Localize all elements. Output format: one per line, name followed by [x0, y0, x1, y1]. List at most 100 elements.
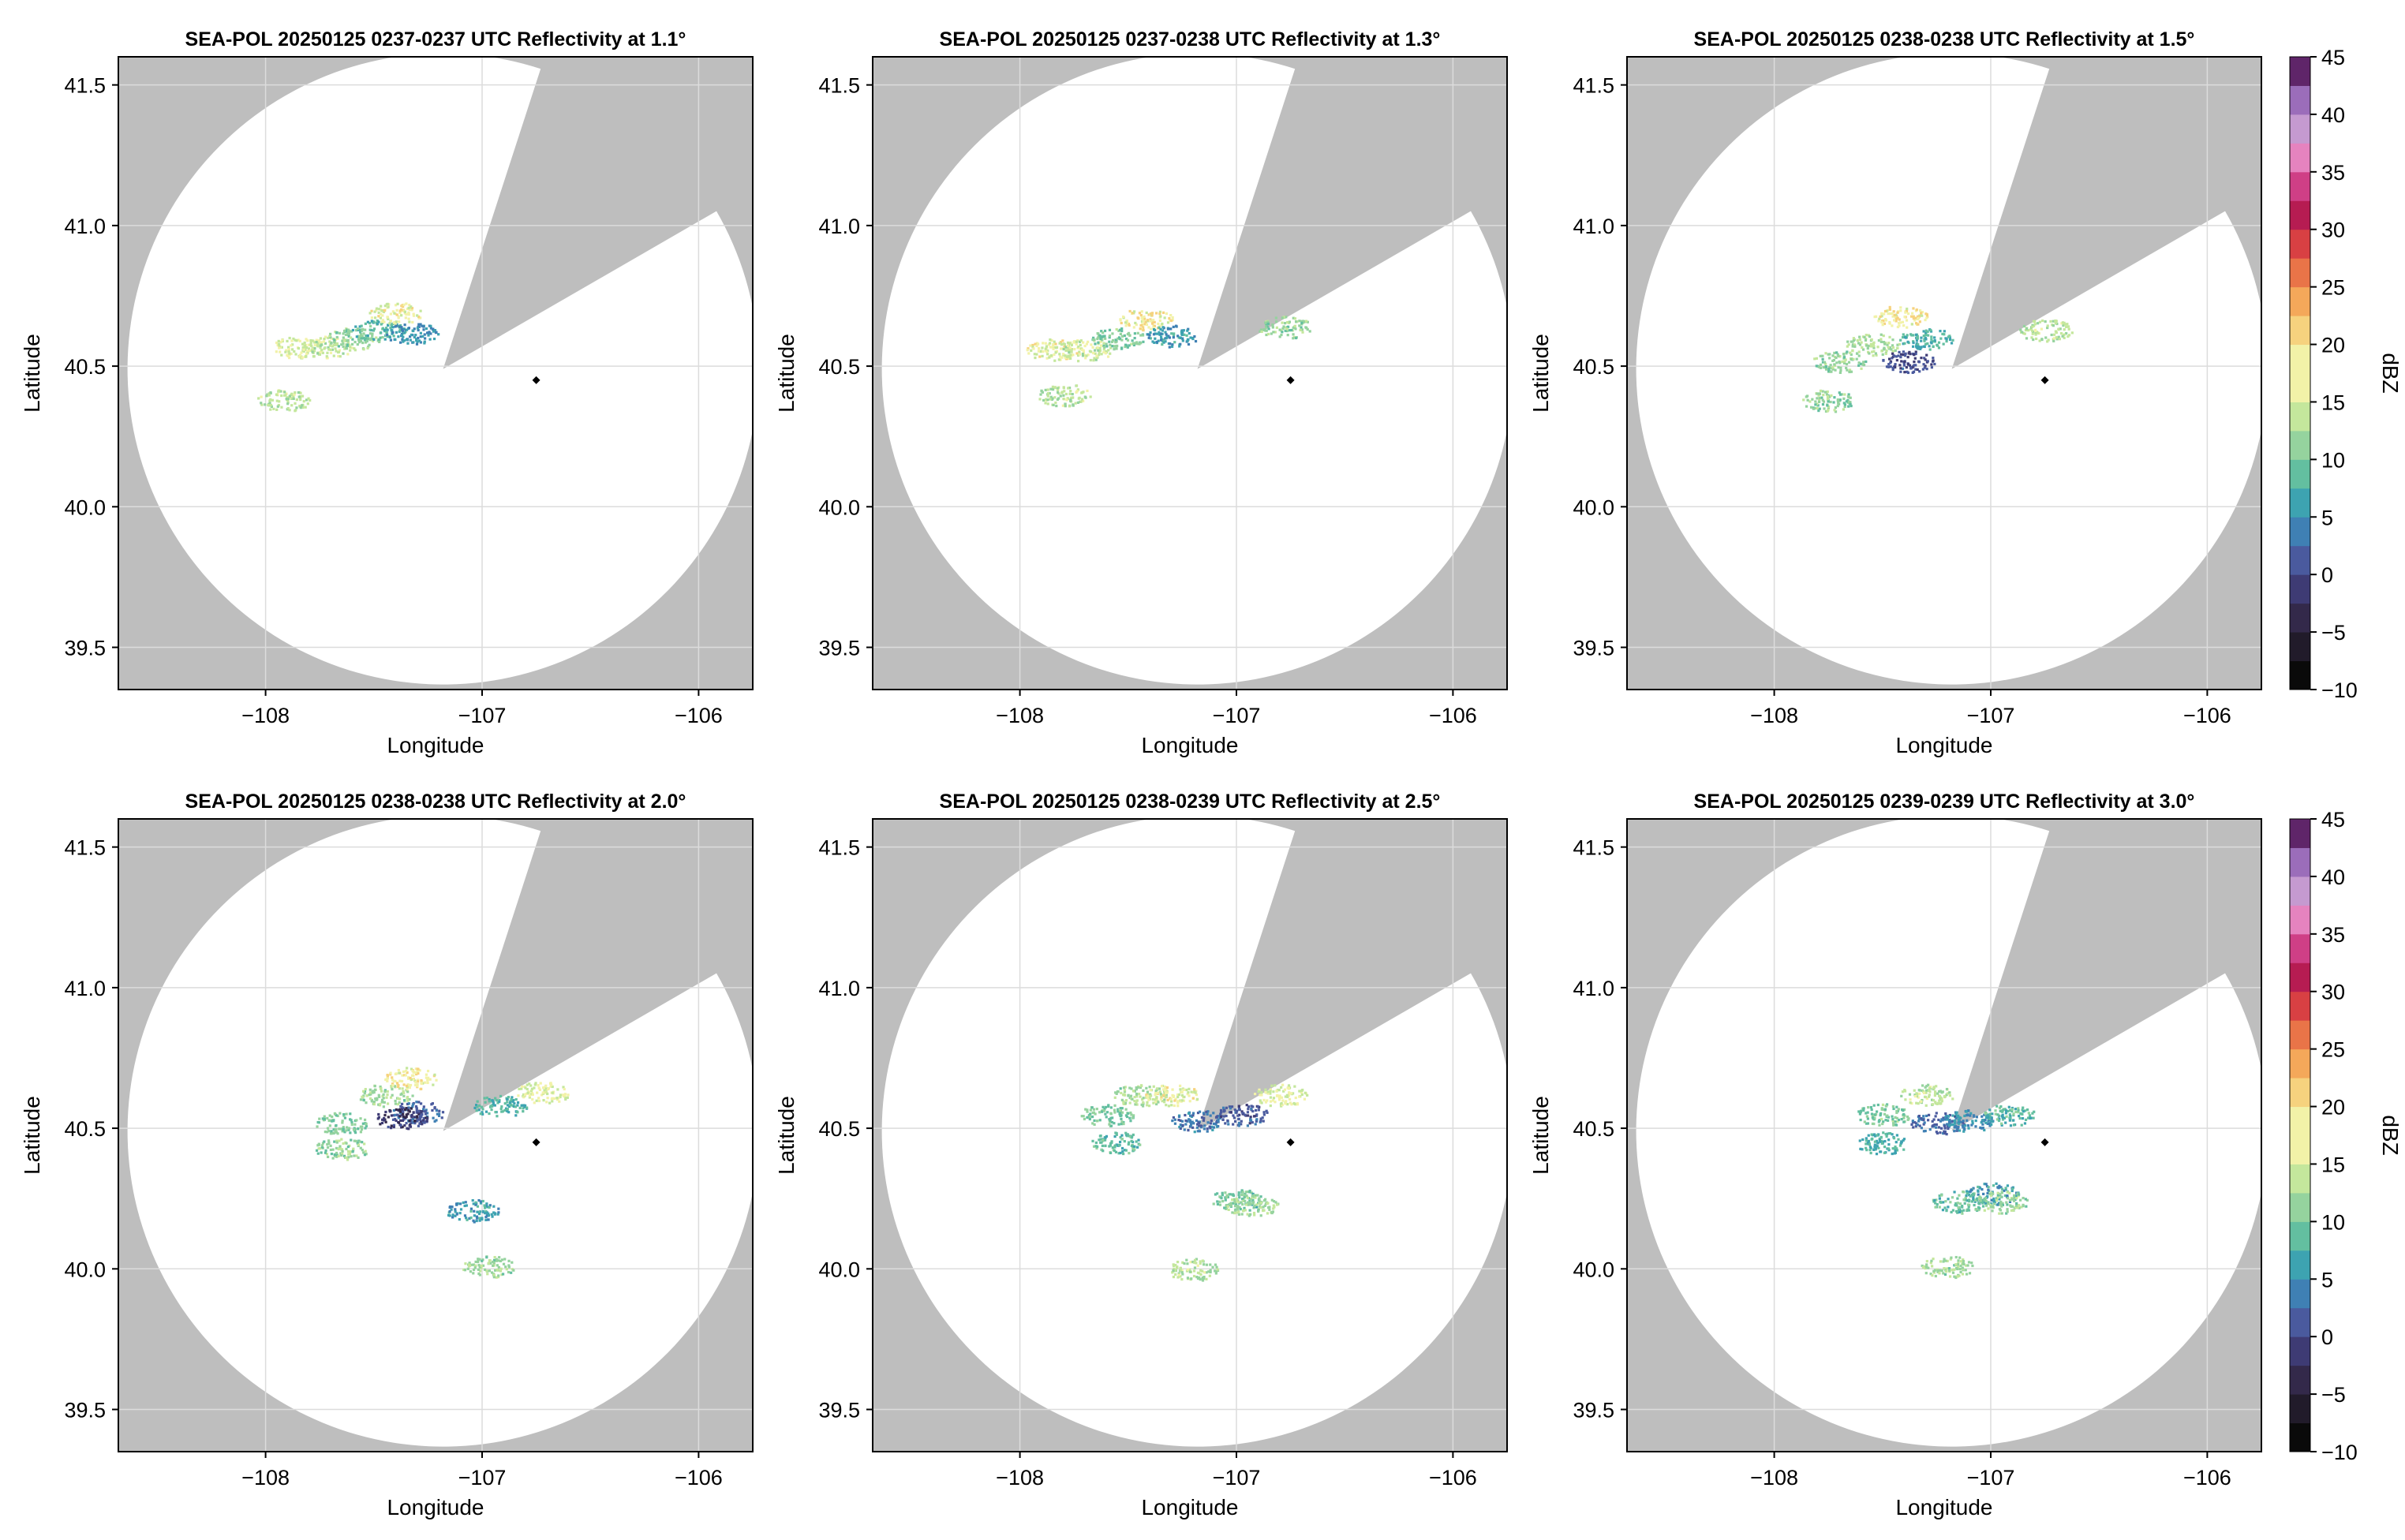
echo-pixel — [354, 325, 357, 328]
echo-pixel — [1951, 1123, 1954, 1127]
echo-pixel — [1887, 1149, 1891, 1152]
echo-pixel — [419, 1119, 422, 1123]
echo-pixel — [410, 333, 413, 337]
echo-pixel — [1105, 1116, 1108, 1119]
echo-pixel — [1160, 1094, 1163, 1098]
echo-pixel — [473, 1266, 477, 1269]
echo-pixel — [1847, 361, 1851, 364]
echo-pixel — [2063, 328, 2066, 331]
echo-pixel — [1083, 1117, 1087, 1121]
echo-pixel — [1306, 1093, 1309, 1097]
echo-pixel — [465, 1217, 468, 1220]
echo-pixel — [1926, 342, 1929, 346]
echo-pixel — [506, 1108, 509, 1111]
echo-pixel — [1246, 1124, 1250, 1127]
echo-pixel — [1142, 1089, 1145, 1093]
echo-pixel — [1944, 1112, 1947, 1116]
echo-pixel — [2062, 323, 2065, 327]
echo-pixel — [1938, 1099, 1941, 1102]
echo-pixel — [1995, 1199, 1999, 1202]
echo-pixel — [324, 1130, 327, 1134]
echo-pixel — [1984, 1197, 1988, 1200]
echo-pixel — [1882, 348, 1886, 351]
echo-pixel — [1922, 1115, 1925, 1118]
echo-pixel — [1152, 326, 1155, 330]
echo-pixel — [2061, 321, 2065, 324]
echo-pixel — [1207, 1270, 1210, 1273]
echo-pixel — [1152, 319, 1155, 322]
echo-pixel — [428, 1078, 432, 1081]
echo-pixel — [407, 1127, 410, 1131]
echo-pixel — [411, 1103, 414, 1106]
echo-pixel — [1991, 1120, 1994, 1123]
echo-pixel — [415, 338, 418, 342]
echo-pixel — [2014, 1204, 2018, 1207]
echo-pixel — [353, 1131, 357, 1134]
echo-pixel — [2033, 328, 2037, 331]
echo-pixel — [1872, 1115, 1875, 1118]
echo-pixel — [2007, 1105, 2010, 1108]
echo-pixel — [398, 1108, 401, 1112]
echo-pixel — [341, 1119, 344, 1123]
echo-pixel — [1169, 342, 1172, 346]
echo-pixel — [382, 310, 386, 314]
echo-pixel — [1248, 1199, 1251, 1202]
echo-pixel — [1124, 321, 1128, 324]
echo-pixel — [1039, 349, 1042, 353]
echo-pixel — [306, 402, 309, 406]
echo-pixel — [1096, 1145, 1099, 1148]
echo-pixel — [335, 331, 338, 335]
echo-pixel — [408, 1119, 411, 1123]
echo-pixel — [484, 1218, 488, 1221]
echo-pixel — [1186, 1119, 1189, 1123]
echo-pixel — [316, 344, 320, 347]
echo-pixel — [1884, 1119, 1887, 1122]
echo-pixel — [1278, 335, 1281, 338]
echo-pixel — [370, 309, 373, 312]
echo-pixel — [1240, 1110, 1244, 1113]
echo-pixel — [1191, 337, 1195, 341]
echo-pixel — [1189, 1123, 1193, 1126]
echo-pixel — [529, 1090, 533, 1093]
echo-pixel — [1191, 1114, 1195, 1117]
echo-pixel — [1887, 1143, 1891, 1146]
echo-pixel — [1957, 1265, 1960, 1269]
echo-pixel — [406, 1127, 409, 1130]
echo-cluster-8 — [462, 1255, 515, 1279]
echo-pixel — [1892, 1107, 1895, 1111]
echo-pixel — [391, 331, 395, 335]
echo-pixel — [1892, 1123, 1895, 1127]
echo-pixel — [1124, 1131, 1128, 1134]
echo-pixel — [1113, 345, 1116, 348]
echo-pixel — [1903, 342, 1906, 345]
echo-pixel — [1120, 329, 1124, 333]
echo-pixel — [1291, 1092, 1295, 1095]
echo-pixel — [2000, 1191, 2003, 1194]
echo-pixel — [1180, 1090, 1183, 1093]
echo-pixel — [402, 1094, 406, 1097]
echo-pixel — [384, 1110, 387, 1114]
echo-pixel — [1943, 1118, 1947, 1121]
echo-pixel — [1916, 315, 1920, 318]
echo-pixel — [1945, 1133, 1948, 1136]
echo-pixel — [1287, 1084, 1291, 1087]
echo-pixel — [1913, 364, 1916, 367]
echo-pixel — [1280, 1101, 1283, 1105]
echo-pixel — [1879, 333, 1883, 336]
echo-pixel — [1296, 1102, 1299, 1105]
echo-pixel — [1894, 365, 1897, 369]
echo-pixel — [1274, 1201, 1277, 1204]
echo-pixel — [1132, 342, 1135, 346]
echo-pixel — [1874, 1147, 1877, 1150]
echo-pixel — [1044, 402, 1047, 405]
echo-pixel — [399, 1093, 402, 1096]
echo-pixel — [398, 1087, 401, 1090]
echo-pixel — [2032, 1116, 2035, 1119]
echo-pixel — [1811, 398, 1814, 401]
echo-pixel — [304, 406, 307, 409]
echo-pixel — [406, 1095, 410, 1099]
x-tick-label: −108 — [1750, 1466, 1798, 1490]
echo-pixel — [1265, 323, 1268, 326]
echo-pixel — [333, 1153, 336, 1157]
echo-pixel — [1238, 1108, 1241, 1112]
